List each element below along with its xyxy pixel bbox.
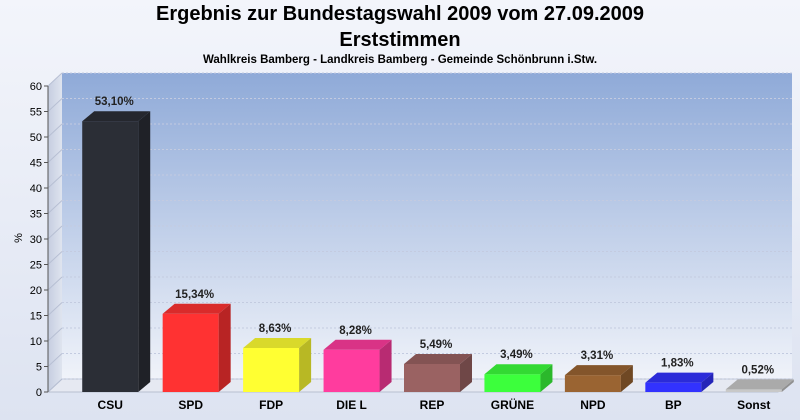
y-tick-label: 50 — [30, 132, 42, 144]
gridline-side — [47, 251, 63, 265]
gridline-side — [47, 225, 63, 240]
bar-side — [620, 365, 633, 392]
bar-value-label: 1,83% — [661, 358, 694, 370]
bar-side — [379, 339, 392, 392]
bar-bp — [645, 372, 714, 392]
chart-subtitle: Erststimmen — [339, 29, 461, 51]
bar-top — [645, 372, 714, 383]
bar-front — [323, 349, 380, 392]
bar-top — [243, 337, 312, 348]
y-tick-label: 35 — [30, 209, 42, 221]
bar-value-label: 8,28% — [339, 325, 372, 337]
gridline-side — [47, 98, 63, 112]
bar-npd — [564, 365, 633, 392]
gridline-side — [47, 276, 63, 291]
x-tick-label: DIE L — [336, 398, 367, 412]
x-tick-label: NPD — [580, 398, 606, 412]
gridline-side — [47, 123, 63, 138]
x-tick-label: FDP — [259, 398, 283, 412]
gridline-side — [47, 149, 63, 163]
bar-die-l — [323, 339, 392, 392]
bar-gr-ne — [484, 364, 553, 392]
bar-front — [645, 382, 702, 392]
bar-value-label: 15,34% — [175, 289, 214, 301]
bar-front — [725, 389, 782, 392]
bar-top — [725, 379, 794, 390]
bar-side — [299, 337, 312, 392]
y-tick-label: 0 — [36, 387, 42, 399]
y-tick-label: 30 — [30, 234, 42, 246]
y-axis-label: % — [13, 233, 25, 243]
bar-front — [484, 374, 541, 392]
chart-caption: Wahlkreis Bamberg - Landkreis Bamberg - … — [202, 54, 598, 66]
bar-side — [138, 111, 151, 392]
x-tick-label: Sonst — [737, 398, 770, 412]
gridline-side — [47, 378, 63, 393]
gridline-side — [47, 302, 63, 316]
gridline-side — [47, 72, 63, 87]
bar-side — [218, 303, 231, 392]
bar-side — [460, 354, 472, 392]
y-tick-label: 20 — [30, 285, 42, 297]
bar-front — [243, 347, 300, 392]
bar-value-label: 3,31% — [581, 350, 614, 362]
bar-front — [404, 364, 460, 392]
bar-csu — [82, 111, 151, 392]
x-tick-label: GRÜNE — [491, 397, 534, 412]
bar-top — [484, 364, 553, 375]
chart-title: Ergebnis zur Bundestagswahl 2009 vom 27.… — [156, 3, 644, 25]
bar-top — [82, 111, 151, 122]
bar-top — [404, 354, 472, 365]
gridline-side — [47, 353, 63, 367]
bar-front — [162, 313, 219, 392]
y-tick-label: 40 — [30, 183, 42, 195]
bar-side — [781, 379, 794, 392]
bar-value-label: 53,10% — [95, 96, 134, 108]
bar-value-label: 0,52% — [741, 364, 774, 376]
bar-front — [564, 375, 621, 392]
plot-background — [48, 73, 792, 392]
bar-top — [162, 303, 231, 314]
gridline-side — [47, 200, 63, 214]
x-tick-label: BP — [665, 398, 682, 412]
bar-front — [82, 121, 139, 392]
gridline-side — [47, 327, 63, 342]
y-tick-label: 25 — [30, 260, 42, 272]
bar-side — [701, 372, 714, 392]
bar-top — [564, 365, 633, 376]
bar-value-label: 3,49% — [500, 349, 533, 361]
bar-top — [323, 339, 392, 350]
y-tick-label: 60 — [30, 81, 42, 93]
bar-sonst — [725, 379, 794, 392]
bar-rep — [404, 354, 472, 392]
y-tick-label: 15 — [30, 311, 42, 323]
x-tick-label: SPD — [178, 398, 203, 412]
y-tick-label: 5 — [36, 362, 42, 374]
y-tick-label: 55 — [30, 107, 42, 119]
bar-value-label: 8,63% — [259, 323, 292, 335]
gridline-side — [47, 174, 63, 189]
bar-spd — [162, 303, 231, 392]
bar-value-label: 5,49% — [420, 339, 453, 351]
y-tick-label: 10 — [30, 336, 42, 348]
bar-side — [540, 364, 553, 392]
y-tick-label: 45 — [30, 158, 42, 170]
x-tick-label: REP — [420, 398, 445, 412]
bar-fdp — [243, 337, 312, 392]
x-tick-label: CSU — [98, 398, 123, 412]
